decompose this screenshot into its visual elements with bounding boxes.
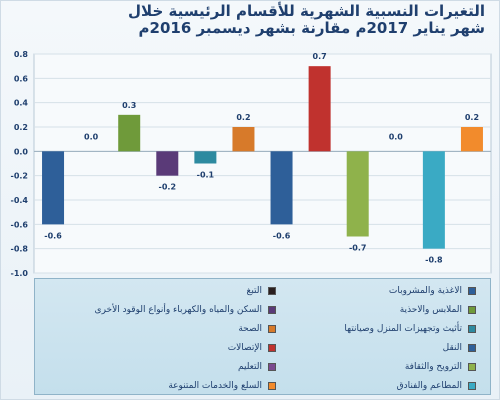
legend-item: النقل — [443, 343, 476, 353]
legend-label: الترويح والثقافة — [404, 362, 462, 372]
data-label: 0.3 — [122, 101, 136, 110]
data-label: 0.0 — [389, 132, 404, 141]
data-label: 0.7 — [313, 52, 327, 61]
legend-swatch — [268, 344, 276, 352]
legend-swatch — [468, 325, 476, 333]
legend-swatch — [468, 287, 476, 295]
bar — [118, 114, 141, 152]
legend-item: السلع والخدمات المتنوعة — [168, 381, 276, 391]
data-label: -0.2 — [159, 183, 177, 192]
y-tick-label: 0.4 — [14, 99, 29, 108]
y-tick-label: -0.8 — [11, 245, 29, 254]
data-label: 0.0 — [84, 132, 99, 141]
legend-item: الإتصالات — [228, 343, 276, 353]
bar — [194, 151, 217, 164]
legend-swatch — [268, 325, 276, 333]
y-tick-label: 0.6 — [14, 74, 29, 83]
legend-label: السكن والمياه والكهرباء وأنواع الوقود ال… — [94, 305, 262, 315]
legend-item: الترويح والثقافة — [405, 362, 476, 372]
y-tick-label: 0.2 — [14, 123, 28, 132]
legend-label: الصحة — [238, 324, 262, 334]
legend-label: المطاعم والفنادق — [396, 381, 462, 391]
chart-title-line-1: التغيرات النسبية الشهرية للأقسام الرئيسي… — [128, 2, 485, 20]
legend-label: الملابس والاحذية — [399, 305, 462, 315]
chart-title: التغيرات النسبية الشهرية للأقسام الرئيسي… — [15, 3, 485, 37]
data-label: -0.6 — [44, 231, 62, 240]
legend-item: الاغذية والمشروبات — [389, 286, 476, 296]
y-tick-label: -1.0 — [11, 269, 29, 278]
legend: الاغذية والمشروبات التبغ الملابس والاحذية ا… — [34, 278, 491, 395]
data-label: -0.8 — [425, 256, 443, 265]
legend-item: الملابس والاحذية — [400, 305, 476, 315]
plot-area — [33, 53, 492, 274]
legend-swatch — [468, 344, 476, 352]
data-label: 0.2 — [236, 113, 250, 122]
bar — [232, 127, 255, 152]
legend-swatch — [268, 306, 276, 314]
legend-label: التبغ — [246, 286, 262, 296]
legend-swatch — [268, 287, 276, 295]
legend-swatch — [468, 382, 476, 390]
legend-swatch — [268, 363, 276, 371]
legend-label: الاغذية والمشروبات — [388, 286, 462, 296]
legend-item: الصحة — [238, 324, 276, 334]
legend-grid: الاغذية والمشروبات التبغ الملابس والاحذية ا… — [35, 281, 490, 393]
bar — [422, 151, 445, 249]
y-tick-label: 0.0 — [14, 147, 29, 156]
legend-label: تأثيث وتجهيزات المنزل وصيانتها — [344, 324, 462, 334]
legend-item: التبغ — [247, 286, 276, 296]
legend-swatch — [468, 363, 476, 371]
y-tick-label: 0.8 — [14, 50, 29, 59]
chart-title-line-2: شهر يناير 2017م مقارنة بشهر ديسمبر 2016م — [138, 19, 485, 37]
legend-item: التعليم — [238, 362, 276, 372]
bar — [156, 151, 179, 176]
legend-label: النقل — [442, 343, 462, 353]
y-tick-label: -0.6 — [11, 220, 29, 229]
bar — [270, 151, 293, 225]
legend-item: المطاعم والفنادق — [397, 381, 476, 391]
legend-item: تأثيث وتجهيزات المنزل وصيانتها — [344, 324, 476, 334]
bar — [460, 127, 483, 152]
legend-label: الإتصالات — [227, 343, 262, 353]
data-label: 0.2 — [465, 113, 479, 122]
legend-swatch — [468, 306, 476, 314]
legend-label: التعليم — [238, 362, 262, 372]
y-tick-label: -0.2 — [11, 172, 29, 181]
legend-item: السكن والمياه والكهرباء وأنواع الوقود ال… — [95, 305, 276, 315]
data-label: -0.1 — [197, 171, 215, 180]
data-label: -0.7 — [349, 244, 367, 253]
bar — [346, 151, 369, 237]
legend-swatch — [268, 382, 276, 390]
y-tick-label: -0.4 — [11, 196, 29, 205]
bar — [42, 151, 65, 225]
data-label: -0.6 — [273, 231, 291, 240]
bar — [308, 66, 331, 152]
legend-label: السلع والخدمات المتنوعة — [168, 381, 262, 391]
